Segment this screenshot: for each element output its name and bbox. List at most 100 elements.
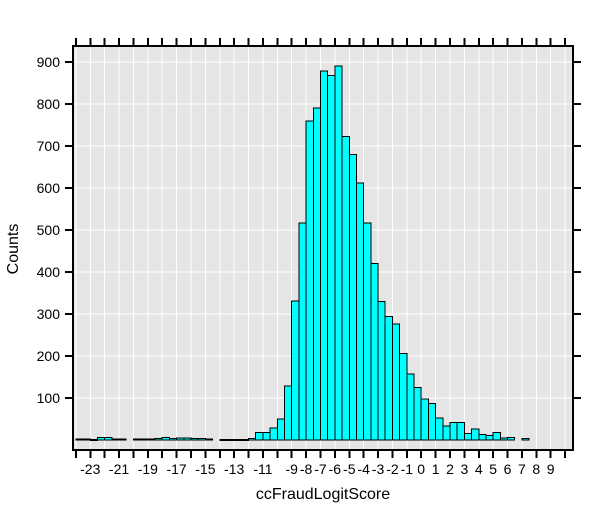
panel-border: [72, 45, 574, 451]
histogram-bar: [456, 421, 465, 441]
x-tick-label: -8: [300, 461, 313, 477]
histogram-bar: [442, 425, 451, 441]
histogram-bar: [463, 433, 473, 441]
histogram-bar: [147, 438, 156, 441]
x-tick-label: -15: [195, 461, 215, 477]
y-tick-label: 200: [37, 348, 61, 364]
histogram-bar: [82, 438, 91, 441]
histogram-bar: [478, 433, 487, 441]
histogram-bar: [291, 300, 300, 441]
x-tick-label: 8: [532, 461, 540, 477]
histogram-bar: [413, 386, 422, 441]
x-tick-label: 0: [417, 461, 425, 477]
x-tick-label: 2: [446, 461, 454, 477]
histogram-bar: [233, 439, 242, 442]
x-tick-label: 5: [489, 461, 497, 477]
y-tick-label: 800: [37, 96, 61, 112]
histogram-bar: [248, 438, 257, 441]
histogram-bar: [298, 222, 307, 441]
y-tick-label: 100: [37, 390, 61, 406]
y-tick-label: 900: [37, 54, 61, 70]
histogram-bar: [471, 428, 480, 441]
histogram-bar: [370, 263, 379, 441]
y-axis-title: Counts: [5, 223, 22, 275]
histogram-bar: [111, 438, 120, 441]
histogram-bar: [154, 438, 163, 441]
histogram-bar: [204, 438, 214, 441]
histogram-bar: [183, 437, 192, 441]
histogram-bar: [348, 153, 357, 441]
x-tick-label: -21: [109, 461, 129, 477]
histogram-bar: [499, 437, 509, 441]
histogram-bar: [132, 438, 142, 441]
histogram-bar: [391, 323, 401, 441]
x-tick-label: -13: [224, 461, 244, 477]
histogram-bar: [161, 436, 170, 441]
y-tick-label: 300: [37, 306, 61, 322]
x-tick-label: -4: [357, 461, 370, 477]
histogram-bar: [327, 74, 336, 441]
x-tick-label: -3: [372, 461, 385, 477]
x-tick-label: -17: [166, 461, 186, 477]
histogram-bar: [334, 65, 343, 441]
histogram-bar: [240, 439, 250, 442]
histogram-bar: [269, 427, 278, 441]
x-tick-label: 9: [547, 461, 555, 477]
y-tick-label: 600: [37, 180, 61, 196]
histogram-bar: [341, 136, 350, 441]
histogram-bar: [176, 437, 185, 441]
x-tick-label: 3: [460, 461, 468, 477]
histogram-bar: [276, 418, 286, 441]
histogram-bar: [312, 107, 321, 441]
x-tick-label: -5: [343, 461, 356, 477]
histogram-bar: [104, 436, 113, 441]
histogram-bar: [427, 402, 437, 441]
histogram-bar: [190, 438, 199, 441]
x-tick-label: -7: [314, 461, 327, 477]
histogram-bar: [435, 417, 444, 441]
histogram-bar: [89, 439, 98, 442]
histogram-bar: [197, 438, 206, 441]
histogram-bar: [399, 352, 408, 441]
histogram-bar: [355, 182, 365, 441]
x-tick-label: -9: [285, 461, 298, 477]
histogram-bar: [420, 398, 429, 441]
histogram-bar: [305, 120, 314, 441]
y-tick-label: 500: [37, 222, 61, 238]
x-tick-label: -23: [80, 461, 100, 477]
histogram-bar: [75, 438, 84, 441]
y-tick-label: 400: [37, 264, 61, 280]
x-tick-label: -2: [386, 461, 399, 477]
histogram-bar: [284, 385, 293, 441]
x-tick-label: 6: [504, 461, 512, 477]
histogram-bar: [521, 438, 530, 441]
histogram-bar: [140, 438, 149, 441]
histogram-bar: [96, 436, 106, 441]
histogram-bar: [406, 373, 415, 441]
x-tick-label: -6: [329, 461, 342, 477]
histogram-bar: [255, 431, 264, 441]
histogram-bar: [377, 300, 386, 441]
x-tick-label: 1: [432, 461, 440, 477]
histogram-bar: [507, 436, 516, 441]
histogram-bar: [485, 434, 494, 441]
histogram-bar: [118, 438, 127, 441]
histogram-bar: [449, 422, 458, 441]
histogram-bar: [492, 431, 501, 441]
x-tick-label: 4: [475, 461, 483, 477]
x-tick-label: -19: [138, 461, 158, 477]
histogram-bar: [384, 315, 393, 441]
histogram-bar: [168, 438, 178, 441]
histogram-bar: [262, 431, 271, 441]
y-tick-label: 700: [37, 138, 61, 154]
histogram-bar: [219, 439, 228, 442]
x-axis-title: ccFraudLogitScore: [255, 486, 391, 503]
x-tick-label: 7: [518, 461, 526, 477]
histogram-bar: [319, 70, 329, 441]
x-tick-label: -11: [253, 461, 272, 477]
histogram-bar: [226, 439, 235, 442]
histogram-bar: [363, 222, 372, 441]
x-tick-label: -1: [401, 461, 414, 477]
